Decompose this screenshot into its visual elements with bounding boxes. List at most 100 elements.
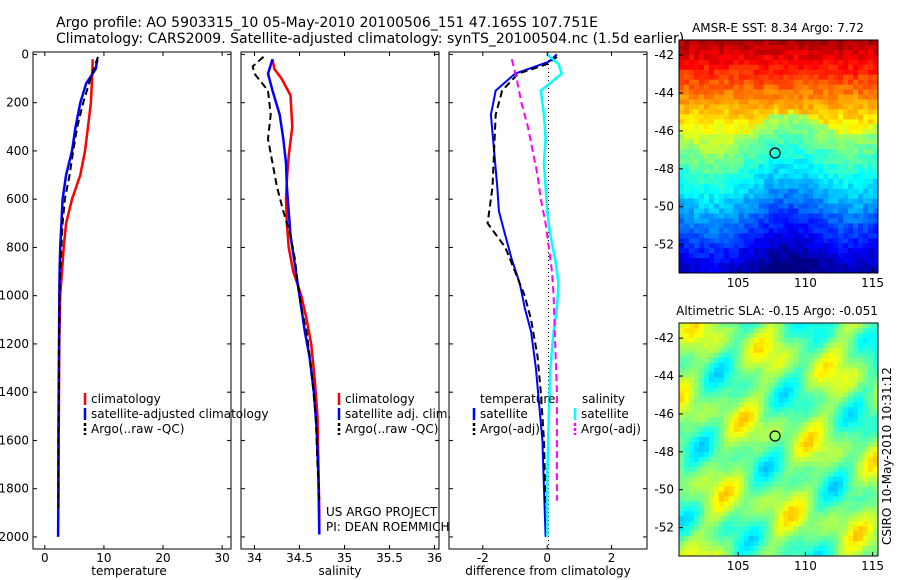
sst-map-cell	[873, 238, 878, 244]
sla-map-cell	[853, 347, 859, 354]
sla-map-cell	[768, 491, 774, 497]
sst-map-cell	[818, 49, 824, 56]
sst-map-cell	[693, 168, 700, 175]
sla-map-cell	[718, 526, 725, 532]
sst-map-cell	[873, 99, 878, 105]
sst-map-cell	[708, 168, 715, 175]
sst-map-cell	[783, 109, 789, 115]
sst-map-cell	[783, 149, 789, 155]
sst-map-cell	[683, 79, 690, 86]
sst-map-cell	[693, 49, 700, 56]
sla-map-cell	[763, 461, 769, 468]
sst-map-cell	[688, 44, 695, 51]
sla-map-cell	[803, 486, 809, 492]
sst-map-cell	[748, 134, 755, 140]
sst-map-cell	[873, 94, 878, 100]
sst-map-cell	[828, 49, 834, 56]
sla-map-cell	[868, 357, 874, 364]
sla-map-cell	[783, 362, 789, 369]
sst-map-cell	[718, 134, 725, 140]
sla-map-cell	[693, 402, 700, 408]
sla-map-cell	[728, 357, 735, 364]
sst-map-cell	[798, 79, 804, 86]
sla-map-cell	[679, 407, 685, 413]
sla-map-cell	[718, 323, 725, 329]
sla-map-cell	[803, 521, 809, 527]
sla-map-cell	[778, 551, 784, 556]
sst-map-cell	[723, 223, 730, 229]
sst-map-cell	[873, 223, 878, 229]
sst-map-cell	[733, 139, 740, 145]
sst-map-cell	[773, 228, 779, 234]
sst-map-cell	[863, 154, 869, 160]
sst-map-cell	[763, 248, 769, 254]
sst-map-cell	[778, 188, 784, 195]
sst-map-cell	[798, 163, 804, 170]
sst-map-cell	[813, 154, 819, 160]
sla-map-cell	[828, 511, 834, 517]
sla-map-cell	[768, 486, 774, 492]
sla-map-cell	[813, 397, 819, 403]
sla-map-cell	[733, 476, 740, 483]
sst-map-cell	[763, 163, 769, 170]
sst-map-cell	[838, 198, 844, 204]
sla-map-cell	[718, 456, 725, 463]
sla-map-cell	[873, 511, 878, 517]
sst-map-cell	[858, 253, 864, 259]
sla-map-cell	[748, 531, 755, 537]
sla-map-cell	[793, 506, 799, 512]
sst-map-cell	[763, 104, 769, 110]
sst-map-cell	[743, 129, 750, 135]
figure-title-line2: Climatology: CARS2009. Satellite-adjuste…	[56, 31, 684, 47]
sla-map-cell	[853, 412, 859, 418]
sst-map-cell	[788, 268, 794, 273]
sla-map-cell	[773, 496, 779, 502]
sla-map-cell	[683, 446, 690, 453]
sst-map-cell	[873, 49, 878, 56]
sla-map-cell	[683, 347, 690, 354]
sst-map-cell	[768, 74, 774, 81]
sst-map-cell	[848, 149, 854, 155]
x-tick-label: 36	[427, 551, 442, 565]
sst-map-cell	[823, 228, 829, 234]
sst-map-cell	[723, 268, 730, 273]
sst-map-cell	[753, 54, 760, 61]
sla-map-cell	[713, 506, 720, 512]
sst-map-cell	[688, 173, 695, 180]
sla-map-cell	[703, 367, 710, 373]
sla-map-cell	[758, 417, 764, 423]
sst-map-cell	[703, 40, 710, 46]
sst-map-cell	[733, 193, 740, 200]
sst-map-cell	[763, 268, 769, 273]
sst-map-cell	[758, 258, 764, 264]
sla-map-cell	[853, 441, 859, 448]
sst-map-cell	[783, 74, 789, 81]
sst-map-cell	[793, 129, 799, 135]
sst-map-cell	[708, 144, 715, 150]
sla-map-cell	[763, 417, 769, 423]
sst-map-cell	[798, 238, 804, 244]
sst-map-cell	[688, 263, 695, 269]
sla-map-cell	[768, 362, 774, 369]
sst-map-cell	[679, 84, 685, 90]
sst-map-cell	[713, 183, 720, 190]
sla-map-cell	[828, 382, 834, 388]
sst-map-cell	[833, 64, 839, 71]
sla-map-cell	[768, 412, 774, 418]
sla-map-cell	[768, 323, 774, 329]
sst-map-cell	[783, 223, 789, 229]
sla-map-cell	[679, 466, 685, 473]
sst-map-cell	[679, 144, 685, 150]
sst-map-cell	[868, 124, 874, 130]
sla-map-cell	[848, 382, 854, 388]
sst-map-cell	[818, 263, 824, 269]
sst-map-cell	[788, 129, 794, 135]
sst-map-cell	[728, 223, 735, 229]
sla-map-cell	[713, 422, 720, 428]
sla-map-cell	[833, 521, 839, 527]
sst-map-cell	[683, 203, 690, 209]
sst-map-cell	[808, 228, 814, 234]
sst-map-cell	[788, 154, 794, 160]
sla-map-cell	[803, 392, 809, 398]
sla-map-cell	[778, 407, 784, 413]
